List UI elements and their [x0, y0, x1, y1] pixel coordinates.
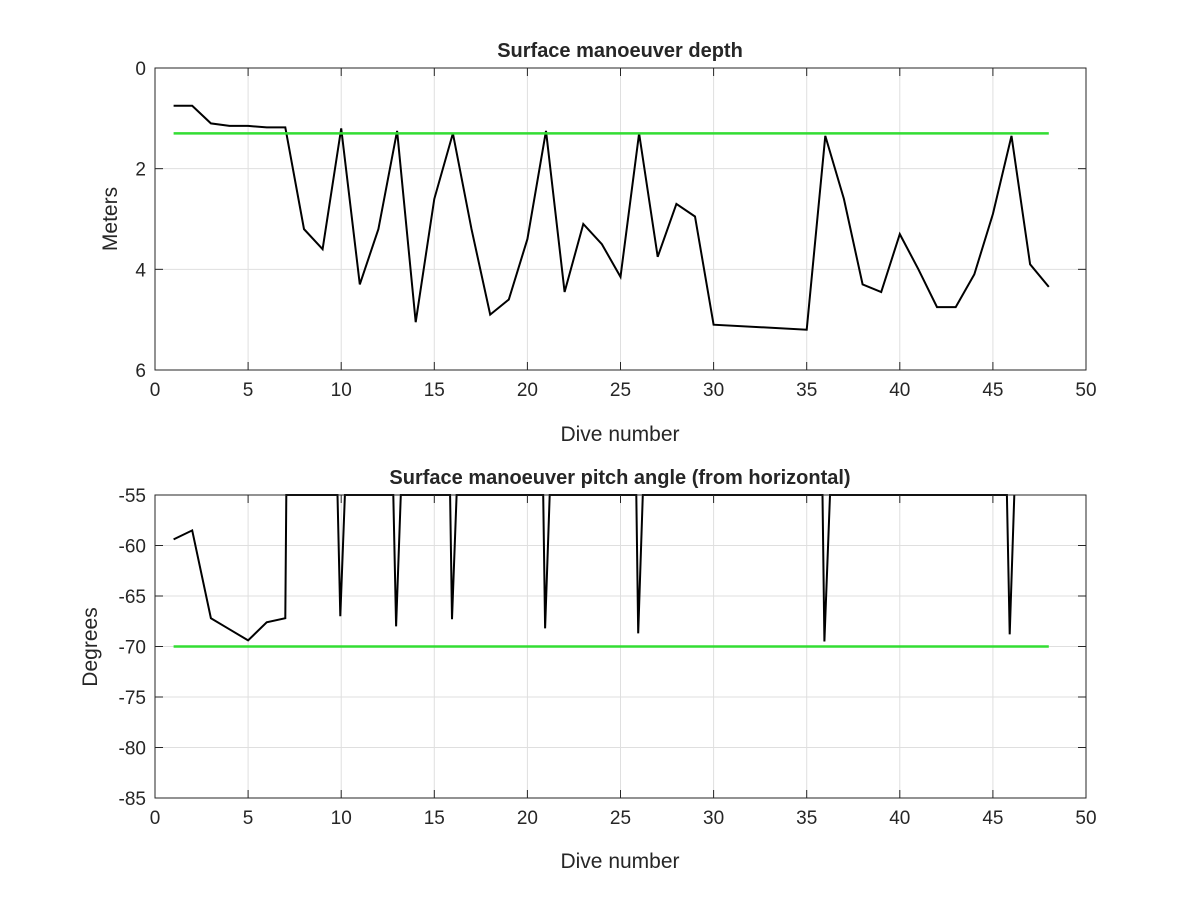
- pitch-y-tick-label: -65: [119, 587, 146, 608]
- pitch-y-tick-label: -85: [119, 789, 146, 810]
- depth-chart: 0 5 10 15 20 25 30 35 40 45 50 0 2 4 6 Surface manoeuv…: [99, 40, 1097, 446]
- pitch-y-tick-label: -80: [119, 739, 146, 760]
- depth-x-tick-label: 40: [889, 380, 910, 401]
- pitch-x-tick-label: 15: [424, 808, 445, 829]
- depth-x-tick-label: 0: [150, 380, 161, 401]
- depth-y-tick-label: 6: [135, 361, 146, 382]
- depth-y-tick-label: 4: [135, 260, 146, 281]
- pitch-x-tick-label: 30: [703, 808, 724, 829]
- depth-ticks: 0 5 10 15 20 25 30 35 40 45 50 0 2 4 6: [135, 59, 1096, 401]
- pitch-x-tick-label: 45: [982, 808, 1003, 829]
- pitch-y-tick-label: -60: [119, 537, 146, 558]
- pitch-x-axis-label: Dive number: [560, 850, 679, 873]
- depth-x-tick-label: 30: [703, 380, 724, 401]
- depth-x-tick-label: 50: [1075, 380, 1096, 401]
- depth-x-tick-label: 5: [243, 380, 254, 401]
- depth-series: [173, 104, 1050, 331]
- depth-data-line: [173, 104, 1050, 331]
- depth-x-tick-label: 15: [424, 380, 445, 401]
- pitch-x-tick-label: 10: [331, 808, 352, 829]
- pitch-ticks: 0 5 10 15 20 25 30 35 40 45 50 -55 -60 -65 -70 -75 -80 -8…: [119, 486, 1097, 829]
- depth-grid: [155, 68, 1086, 370]
- pitch-x-tick-label: 50: [1075, 808, 1096, 829]
- depth-x-tick-label: 35: [796, 380, 817, 401]
- pitch-chart: 0 5 10 15 20 25 30 35 40 45 50 -55 -60 -65 -70 -75 -80 -8…: [79, 467, 1097, 873]
- depth-x-tick-label: 45: [982, 380, 1003, 401]
- pitch-x-tick-label: 5: [243, 808, 254, 829]
- pitch-x-tick-label: 20: [517, 808, 538, 829]
- pitch-y-tick-label: -55: [119, 486, 146, 507]
- depth-x-tick-label: 25: [610, 380, 631, 401]
- pitch-x-tick-label: 0: [150, 808, 161, 829]
- depth-y-tick-label: 0: [135, 59, 146, 80]
- pitch-y-tick-label: -75: [119, 688, 146, 709]
- pitch-x-tick-label: 25: [610, 808, 631, 829]
- depth-x-tick-label: 10: [331, 380, 352, 401]
- pitch-y-tick-label: -70: [119, 638, 146, 659]
- pitch-x-tick-label: 35: [796, 808, 817, 829]
- depth-y-tick-label: 2: [135, 160, 146, 181]
- depth-chart-title: Surface manoeuver depth: [497, 40, 743, 62]
- pitch-chart-title: Surface manoeuver pitch angle (from hori…: [389, 467, 850, 489]
- depth-y-axis-label: Meters: [99, 187, 122, 251]
- pitch-y-axis-label: Degrees: [79, 607, 102, 686]
- depth-x-axis-label: Dive number: [560, 423, 679, 446]
- depth-x-tick-label: 20: [517, 380, 538, 401]
- pitch-x-tick-label: 40: [889, 808, 910, 829]
